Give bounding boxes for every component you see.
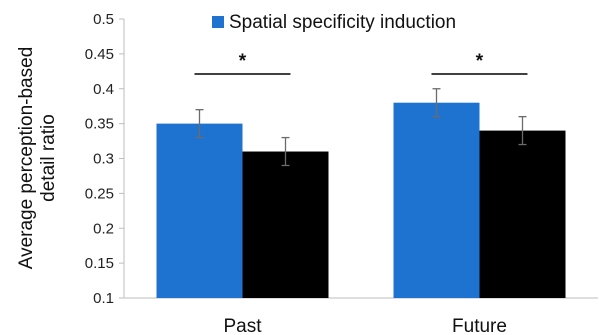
y-tick-label: 0.2 (93, 220, 114, 237)
bars (156, 102, 566, 298)
bar-past-1 (242, 151, 329, 298)
y-tick-label: 0.4 (93, 81, 114, 98)
significance-star: * (476, 51, 484, 72)
significance-star: * (239, 51, 247, 72)
error-bars (195, 88, 527, 167)
legend: Spatial specificity induction (212, 12, 456, 33)
y-tick-label: 0.45 (85, 46, 114, 63)
y-axis-label-line-1: Average perception-based (16, 47, 37, 270)
y-tick-label: 0.1 (93, 290, 114, 307)
y-axis-label-line-2: detail ratio (38, 114, 59, 202)
x-axis-categories: Past Future (223, 316, 506, 335)
x-category-label: Past (223, 316, 262, 335)
bar-future-0 (393, 102, 480, 298)
y-tick-label: 0.25 (85, 185, 114, 202)
y-tick-label: 0.15 (85, 255, 114, 272)
x-category-label: Future (452, 316, 507, 335)
y-axis-ticks: 0.1 0.15 0.2 0.25 0.3 0.35 0.4 0.45 0.5 (85, 11, 124, 307)
y-axis-label: Average perception-based detail ratio (16, 47, 59, 270)
bar-past-0 (156, 123, 243, 298)
y-tick-label: 0.5 (93, 11, 114, 28)
bar-future-1 (479, 130, 566, 298)
legend-label: Spatial specificity induction (229, 12, 456, 33)
legend-swatch (212, 16, 224, 28)
y-tick-label: 0.3 (93, 151, 114, 168)
y-tick-label: 0.35 (85, 116, 114, 133)
significance-markers: * * (194, 51, 528, 75)
